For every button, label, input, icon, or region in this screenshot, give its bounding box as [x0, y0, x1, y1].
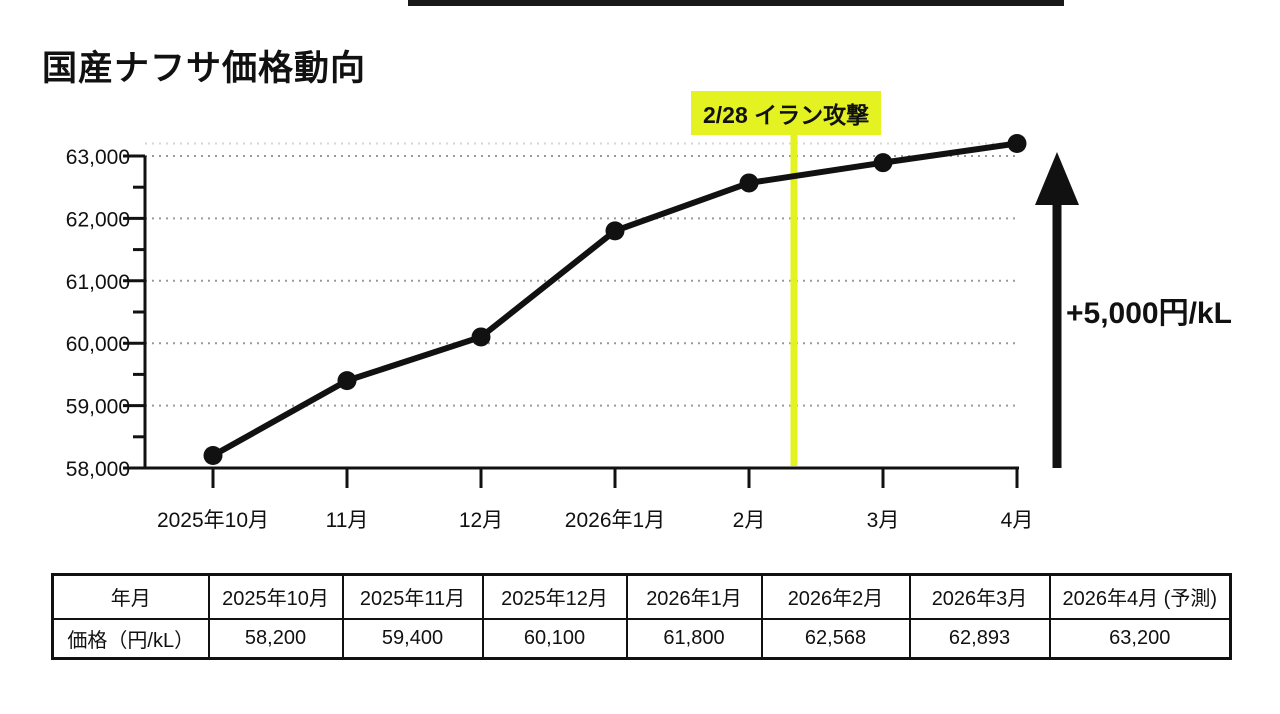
table-header-cell: 2026年4月 (予測): [1048, 573, 1232, 620]
data-point-marker: [873, 153, 893, 173]
table-header-cell: 2026年2月: [760, 573, 911, 620]
x-axis-tick-label: 2026年1月: [565, 509, 665, 532]
table-header-cell: 2026年3月: [908, 573, 1051, 620]
price-value-cell: 62,893: [908, 617, 1051, 660]
data-point-marker: [203, 446, 223, 466]
price-data-table: 年月 2025年10月 2025年11月 2025年12月 2026年1月 2026年2月…: [51, 573, 1232, 660]
y-axis-tick-label: 59,000: [66, 396, 130, 419]
price-value-cell: 59,400: [341, 617, 484, 660]
top-crop-bar: [408, 0, 1064, 6]
table-header-cell: 2025年10月: [207, 573, 344, 620]
x-axis-tick-label: 12月: [459, 509, 503, 532]
data-point-marker: [605, 221, 625, 241]
row-label-cell: 価格（円/kL）: [51, 617, 210, 660]
data-point-marker: [1007, 134, 1027, 154]
x-axis-tick-label: 3月: [867, 509, 900, 532]
y-axis-tick-label: 58,000: [66, 458, 130, 481]
table-row: 価格（円/kL） 58,200 59,400 60,100 61,800 62,568 62…: [51, 617, 1232, 660]
price-line-series: [210, 140, 1020, 459]
price-value-cell: 61,800: [625, 617, 763, 660]
data-point-marker: [739, 173, 759, 193]
data-point-marker: [337, 371, 357, 391]
table-header-cell: 2025年12月: [481, 573, 628, 620]
table-header-cell: 年月: [51, 573, 210, 620]
x-axis-tick-label: 2月: [733, 509, 766, 532]
table-header-row: 年月 2025年10月 2025年11月 2025年12月 2026年1月 2026年2月…: [51, 573, 1232, 620]
price-value-cell: 60,100: [481, 617, 628, 660]
table-header-cell: 2025年11月: [341, 573, 484, 620]
price-value-cell: 58,200: [207, 617, 344, 660]
price-value-cell: 63,200: [1048, 617, 1232, 660]
page-title: 国産ナフサ価格動向: [42, 49, 367, 88]
y-axis-tick-label: 62,000: [66, 208, 130, 231]
up-arrow-head: [1035, 152, 1079, 205]
table-header-cell: 2026年1月: [625, 573, 763, 620]
x-axis-tick-label: 11月: [326, 509, 369, 532]
y-axis-tick-label: 61,000: [66, 271, 130, 294]
up-arrow-shaft: [1052, 200, 1062, 468]
x-axis-tick-label: 2025年10月: [157, 509, 269, 532]
naphtha-price-line-chart: 58,000 59,000 60,000 61,000 62,000 63,000 2025…: [66, 130, 1079, 532]
price-value-cell: 62,568: [760, 617, 911, 660]
y-axis-tick-label: 60,000: [66, 333, 130, 356]
data-point-marker: [471, 327, 491, 347]
price-increase-label: +5,000円/kL: [1066, 297, 1232, 330]
y-axis-tick-label: 63,000: [66, 146, 130, 169]
x-axis-tick-label: 4月: [1001, 509, 1034, 532]
event-annotation-label: 2/28 イラン攻撃: [691, 91, 882, 135]
